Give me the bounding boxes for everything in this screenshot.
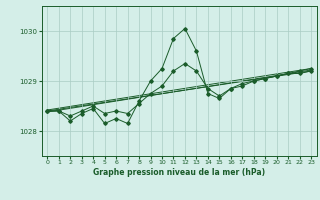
X-axis label: Graphe pression niveau de la mer (hPa): Graphe pression niveau de la mer (hPa)	[93, 168, 265, 177]
